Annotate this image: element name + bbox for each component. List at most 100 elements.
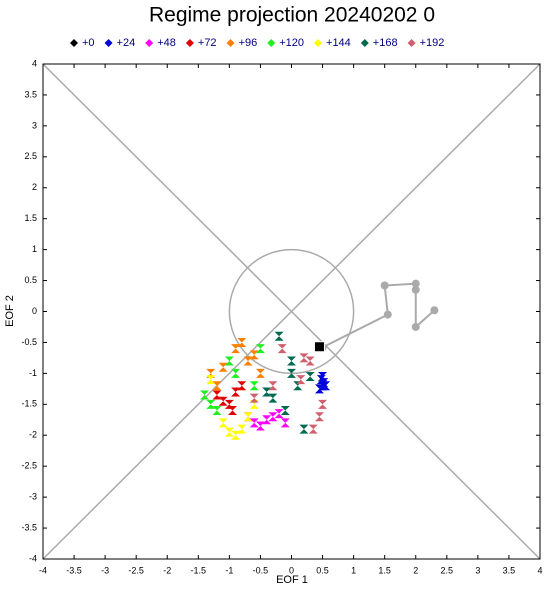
legend-marker (145, 39, 154, 47)
chart-title: Regime projection 20240202 0 (149, 4, 435, 27)
point (249, 393, 259, 403)
point (218, 362, 228, 372)
y-tick-label: -1.5 (21, 399, 37, 409)
legend-label: +48 (157, 37, 176, 49)
point (255, 368, 265, 378)
point (243, 356, 253, 366)
legend-label: +24 (117, 37, 136, 49)
point (237, 381, 247, 391)
point (274, 331, 284, 341)
point (274, 409, 284, 419)
point (305, 356, 315, 366)
point (255, 344, 265, 354)
track-point (411, 285, 420, 294)
point (249, 350, 259, 360)
legend-label: +120 (279, 37, 304, 49)
legend-label: +168 (373, 37, 398, 49)
point (314, 412, 324, 422)
legend-marker (226, 39, 235, 47)
point (218, 418, 228, 428)
legend-marker (360, 39, 369, 47)
point (321, 381, 331, 391)
point (212, 381, 222, 391)
legend-label: +144 (326, 37, 351, 49)
point (314, 384, 324, 394)
y-tick-label: 2 (32, 182, 37, 192)
point (249, 381, 259, 391)
legend-marker (314, 39, 323, 47)
point (277, 344, 287, 354)
y-tick-label: -3 (29, 492, 37, 502)
y-tick-label: 3.5 (24, 89, 37, 99)
point (287, 368, 296, 378)
legend-marker (185, 39, 194, 47)
x-tick-label: -0.5 (253, 565, 269, 575)
y-tick-label: 3 (32, 120, 37, 130)
point (318, 399, 328, 409)
y-tick-label: 0.5 (24, 275, 37, 285)
track-point (430, 306, 439, 315)
point (299, 424, 309, 434)
legend-marker (70, 39, 78, 47)
x-tick-label: 1.5 (378, 565, 391, 575)
x-tick-label: -4 (39, 565, 47, 575)
point (227, 406, 237, 415)
x-tick-label: -3.5 (66, 565, 82, 575)
legend-label: +192 (420, 37, 445, 49)
track-point (383, 310, 392, 319)
legend-marker (407, 39, 416, 47)
y-tick-label: -2 (29, 430, 37, 440)
x-axis-label: EOF 1 (276, 574, 308, 586)
point (268, 412, 278, 422)
x-tick-label: 2 (413, 565, 418, 575)
point (268, 381, 278, 391)
point (287, 356, 296, 366)
point (237, 337, 247, 347)
point (280, 418, 290, 428)
point (231, 368, 241, 378)
point (305, 371, 315, 381)
x-tick-label: -3 (101, 565, 109, 575)
y-tick-label: 1 (32, 244, 37, 254)
point (318, 371, 328, 381)
legend-label: +0 (82, 37, 95, 49)
point (224, 427, 234, 437)
track-point (411, 322, 420, 331)
point (224, 356, 234, 366)
point (231, 344, 241, 354)
x-tick-label: -1.5 (191, 565, 207, 575)
point (280, 406, 290, 415)
point (308, 424, 318, 434)
point (212, 406, 222, 415)
point (299, 353, 309, 363)
point (218, 396, 228, 406)
x-tick-label: 1 (351, 565, 356, 575)
y-tick-label: -2.5 (21, 461, 37, 471)
y-axis-label: EOF 2 (4, 295, 16, 327)
diagonal (42, 63, 541, 560)
y-tick-label: -3.5 (21, 522, 37, 532)
track-point (411, 279, 420, 288)
point (231, 387, 241, 397)
y-tick-label: -0.5 (21, 337, 37, 347)
x-tick-label: 2.5 (441, 565, 454, 575)
point (237, 424, 247, 434)
point (200, 390, 210, 400)
y-tick-label: -4 (29, 553, 37, 563)
x-tick-label: 0.5 (316, 565, 329, 575)
y-tick-label: 4 (32, 58, 37, 68)
legend-label: +96 (239, 37, 258, 49)
point (249, 418, 259, 428)
point (313, 341, 325, 353)
x-tick-label: -2.5 (128, 565, 144, 575)
x-tick-label: -2 (163, 565, 171, 575)
point (206, 375, 216, 385)
x-tick-label: -1 (225, 565, 233, 575)
y-tick-label: -1 (29, 368, 37, 378)
point (231, 430, 241, 440)
y-tick-label: 0 (32, 306, 37, 316)
x-tick-label: 4 (537, 565, 542, 575)
point (255, 421, 265, 431)
point (262, 387, 272, 397)
legend-label: +72 (198, 37, 217, 49)
